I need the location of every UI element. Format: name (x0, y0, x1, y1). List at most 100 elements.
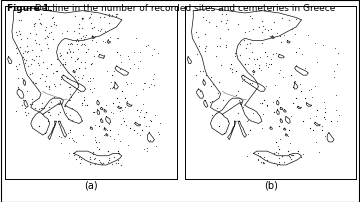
Point (157, 121, 162, 125)
Point (219, 63, 224, 66)
Point (70, 50, 76, 54)
Point (51, 82, 57, 85)
Point (276, 156, 282, 159)
Point (268, 27, 274, 30)
Point (13, 109, 19, 112)
Point (262, 27, 268, 30)
Point (13, 64, 19, 67)
Point (16, 30, 22, 33)
Point (149, 82, 154, 85)
Text: (a): (a) (84, 181, 98, 191)
Point (293, 18, 299, 21)
Point (288, 160, 294, 164)
Point (332, 47, 338, 50)
Point (100, 39, 105, 42)
Point (76, 79, 81, 82)
Point (287, 142, 292, 145)
Point (210, 82, 215, 85)
Point (71, 30, 76, 33)
Point (276, 72, 282, 75)
Point (39, 48, 44, 52)
Point (202, 50, 208, 53)
Point (306, 88, 312, 91)
Point (46, 87, 52, 90)
Point (197, 70, 203, 73)
Point (87, 157, 93, 161)
Point (100, 161, 106, 164)
Point (69, 106, 75, 110)
Point (244, 154, 250, 157)
Point (203, 45, 209, 48)
Point (287, 156, 293, 159)
Point (108, 110, 114, 114)
Point (288, 154, 293, 157)
Point (91, 87, 97, 90)
Point (322, 106, 328, 110)
Point (274, 163, 279, 166)
Point (99, 162, 104, 165)
Point (112, 137, 117, 140)
Point (64, 51, 70, 54)
Point (207, 100, 213, 103)
Point (145, 44, 151, 47)
Point (67, 93, 73, 96)
Point (77, 161, 82, 164)
Point (41, 107, 47, 110)
Point (46, 85, 52, 88)
Point (92, 135, 98, 138)
Point (78, 36, 84, 40)
Point (93, 41, 99, 44)
Point (302, 66, 307, 69)
Point (111, 112, 116, 115)
Point (95, 146, 100, 149)
Point (76, 90, 81, 93)
Point (310, 95, 315, 98)
Point (37, 76, 43, 79)
Point (202, 47, 208, 50)
Point (75, 40, 81, 43)
Text: Decline in the number of recorded sites and cemeteries in Greece: Decline in the number of recorded sites … (32, 4, 335, 13)
Point (24, 89, 30, 93)
Point (289, 27, 295, 31)
Point (265, 55, 270, 58)
Point (57, 52, 62, 55)
Point (217, 36, 222, 39)
Point (141, 82, 147, 85)
Point (29, 103, 35, 106)
Point (79, 26, 85, 29)
Point (193, 30, 199, 33)
Point (51, 20, 57, 24)
Point (79, 17, 85, 21)
Point (15, 76, 21, 79)
Point (267, 34, 273, 37)
Point (257, 155, 263, 158)
Point (239, 80, 245, 83)
Point (334, 63, 340, 66)
Point (201, 69, 206, 73)
Point (30, 71, 35, 74)
Point (22, 49, 28, 53)
Point (264, 85, 269, 88)
Point (87, 156, 93, 159)
Point (78, 103, 84, 107)
Point (131, 122, 137, 125)
Point (239, 100, 244, 103)
Point (281, 160, 287, 164)
Point (76, 23, 82, 26)
Point (57, 82, 63, 85)
Point (213, 111, 219, 114)
Point (25, 112, 31, 115)
Point (147, 138, 153, 142)
Point (33, 54, 39, 58)
Point (93, 162, 98, 166)
Point (265, 66, 271, 69)
Point (126, 58, 132, 61)
Point (297, 83, 303, 86)
Point (80, 17, 86, 20)
Point (247, 41, 253, 44)
Point (24, 36, 30, 39)
Point (71, 154, 77, 157)
Point (129, 82, 134, 85)
Point (259, 41, 265, 44)
Point (31, 23, 37, 26)
